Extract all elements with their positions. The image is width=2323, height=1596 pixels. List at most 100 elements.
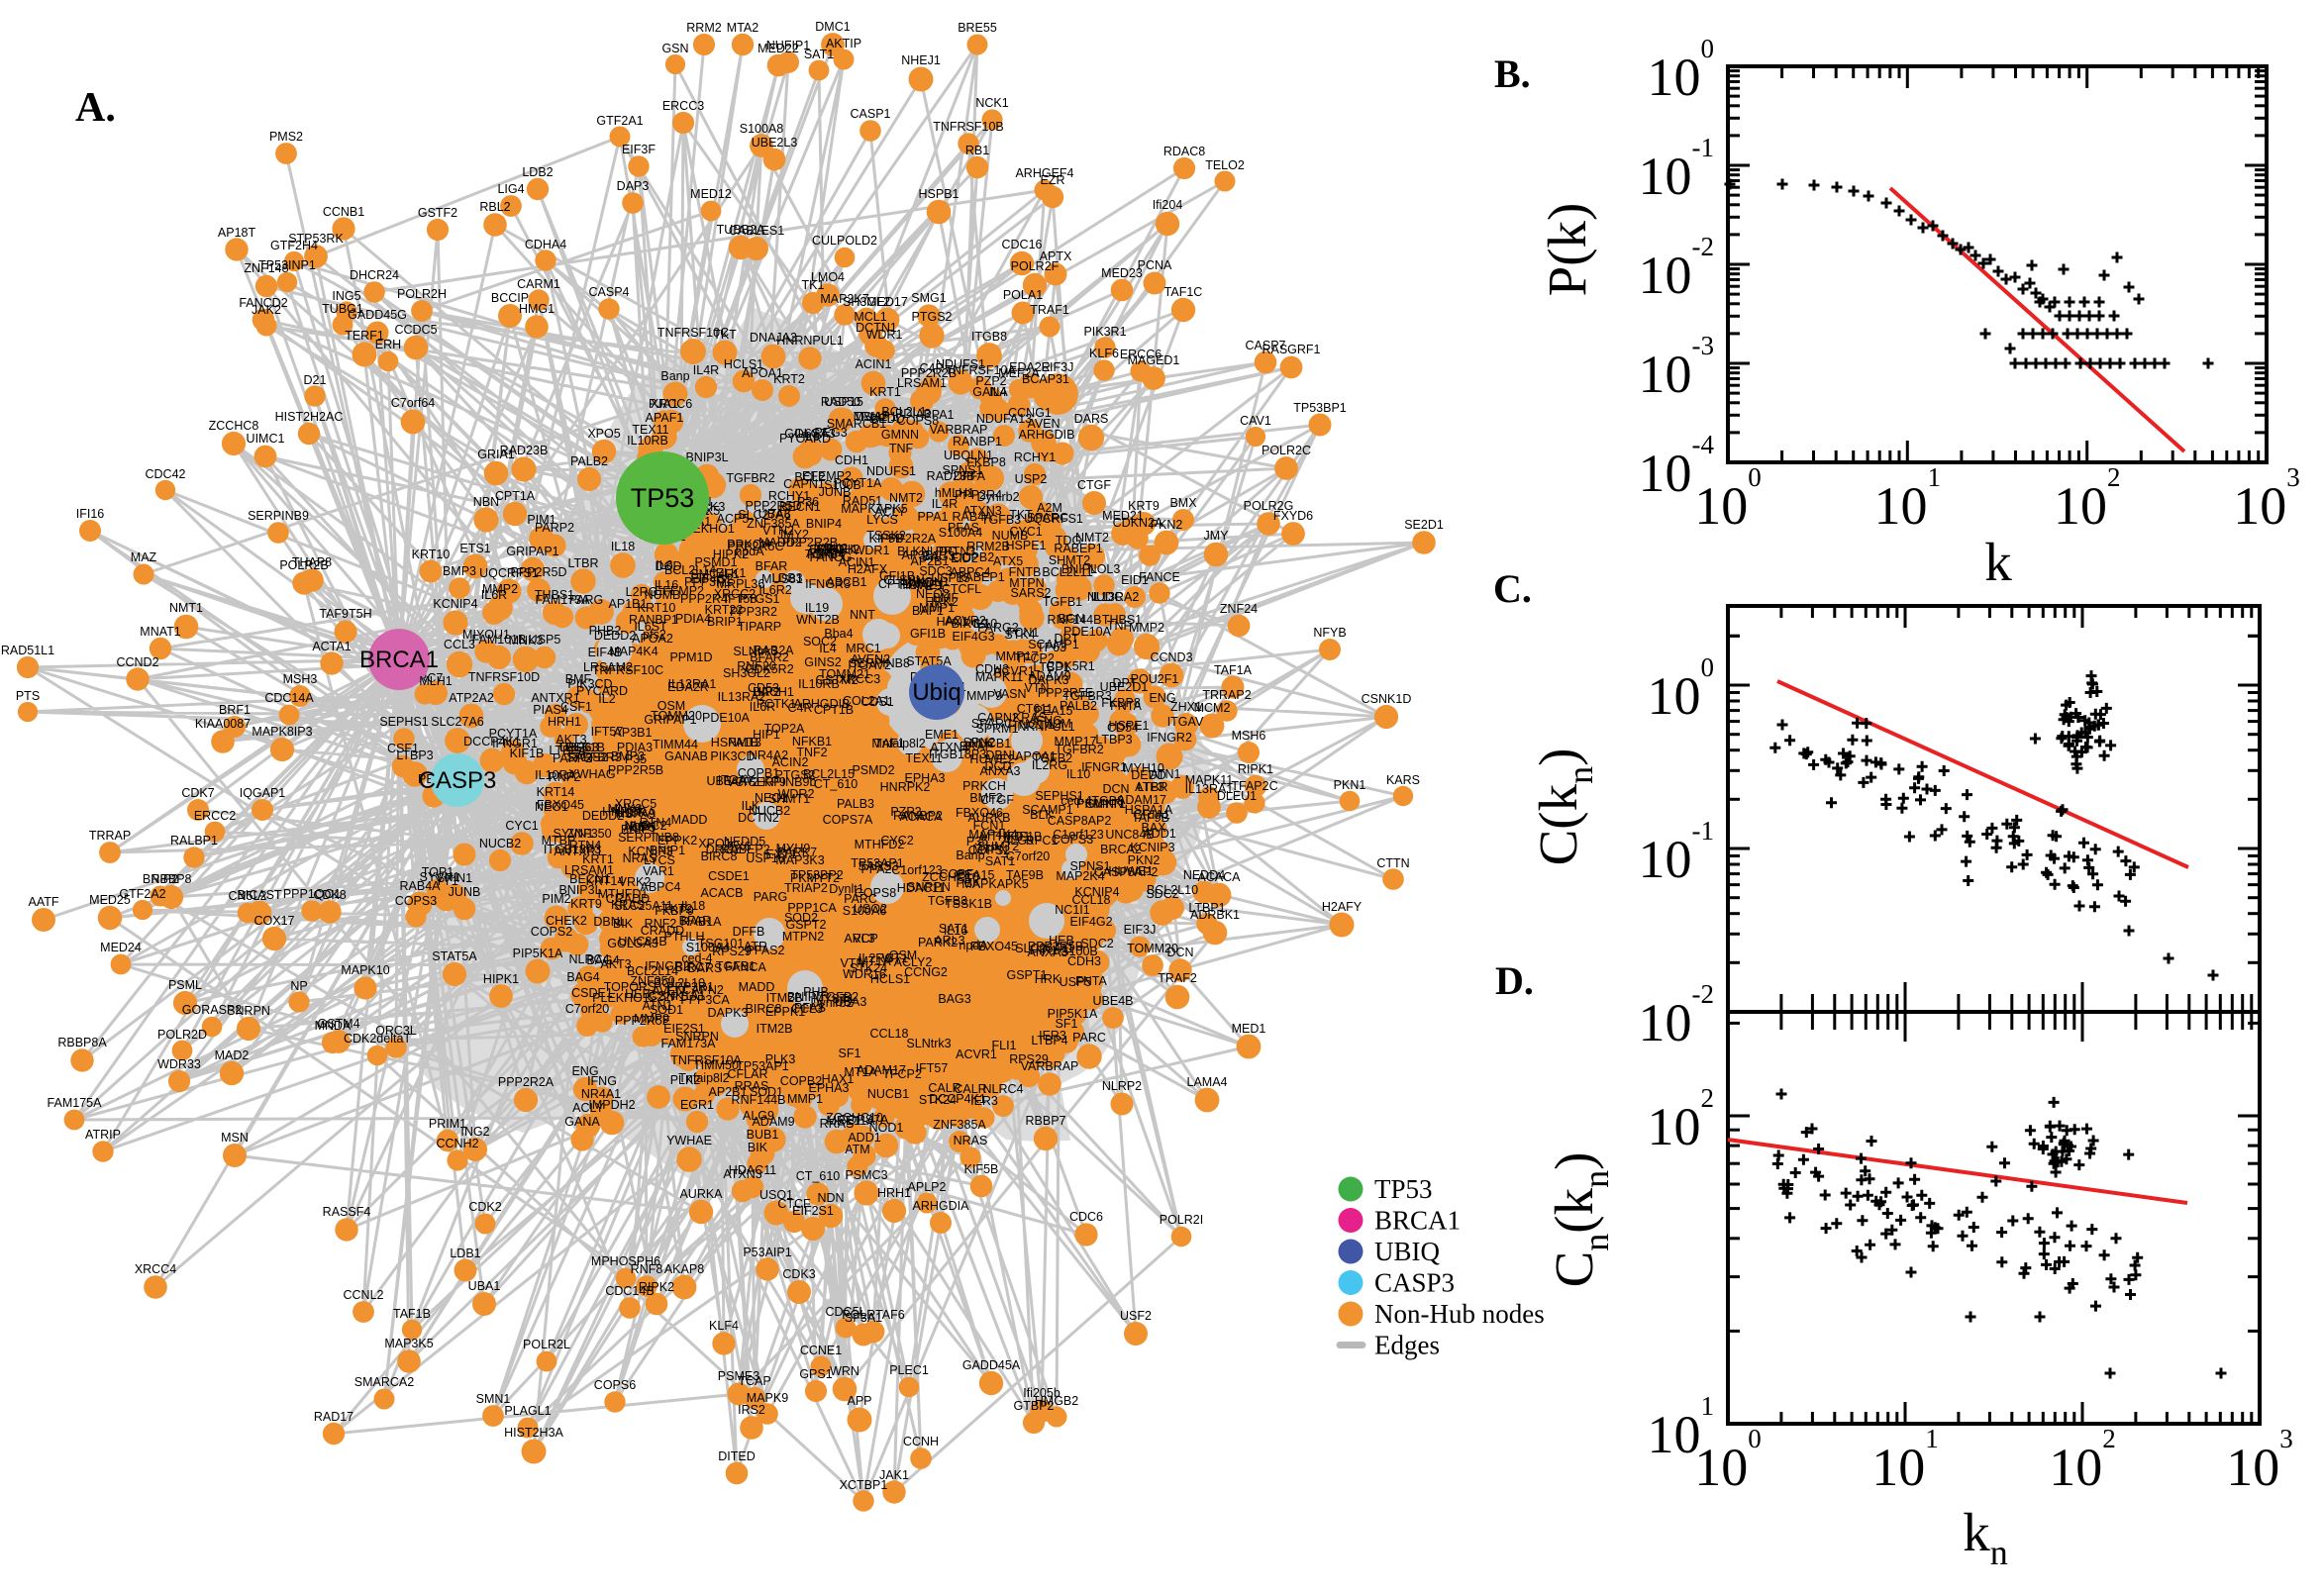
- svg-text:CCL3: CCL3: [444, 638, 475, 651]
- svg-text:POLR2C: POLR2C: [1262, 444, 1311, 457]
- svg-text:RANBP1: RANBP1: [629, 613, 678, 627]
- svg-text:DPT: DPT: [1055, 632, 1079, 646]
- svg-text:KCNIP3: KCNIP3: [1130, 841, 1174, 854]
- svg-text:TELO2: TELO2: [1205, 158, 1245, 172]
- svg-text:NFKB1: NFKB1: [792, 735, 832, 748]
- svg-text:CDHA4: CDHA4: [525, 238, 566, 251]
- svg-text:TRAF2: TRAF2: [1158, 971, 1197, 985]
- svg-text:BMF: BMF: [565, 672, 592, 686]
- svg-text:PPP2R5E: PPP2R5E: [1038, 686, 1093, 700]
- svg-text:ZNF350: ZNF350: [566, 827, 611, 841]
- svg-text:RRAS: RRAS: [735, 1079, 769, 1093]
- svg-text:CCNH: CCNH: [903, 1435, 939, 1448]
- svg-text:NOD1: NOD1: [869, 1121, 904, 1135]
- svg-text:SERPINB9: SERPINB9: [248, 509, 309, 523]
- svg-text:TKT: TKT: [713, 328, 737, 342]
- svg-text:PSMC3: PSMC3: [845, 1168, 887, 1182]
- svg-text:PKN1: PKN1: [1334, 778, 1366, 792]
- svg-text:ZNF385A: ZNF385A: [747, 517, 800, 531]
- svg-text:ACACA: ACACA: [1197, 870, 1241, 884]
- svg-text:MED17: MED17: [866, 295, 908, 309]
- svg-text:MAD2: MAD2: [215, 1048, 250, 1062]
- svg-text:ADAM9: ADAM9: [752, 1115, 794, 1129]
- svg-text:EID1: EID1: [1121, 573, 1149, 587]
- svg-text:TP53: TP53: [631, 483, 695, 513]
- svg-text:NMT2: NMT2: [1075, 531, 1109, 545]
- svg-text:IL6ST: IL6ST: [794, 427, 828, 441]
- svg-text:CT_610: CT_610: [796, 1169, 841, 1183]
- svg-text:LRSAM1: LRSAM1: [897, 376, 947, 390]
- svg-text:CPT1A: CPT1A: [878, 577, 919, 591]
- svg-text:ING5: ING5: [332, 289, 360, 303]
- svg-text:TGFB1: TGFB1: [1043, 595, 1082, 609]
- svg-text:TSSK1B: TSSK1B: [945, 897, 992, 911]
- svg-text:EDA2R: EDA2R: [667, 680, 709, 694]
- svg-text:PPP3R2: PPP3R2: [730, 605, 777, 619]
- svg-text:GSN: GSN: [661, 42, 688, 55]
- svg-text:MED24: MED24: [100, 941, 142, 954]
- svg-text:EPHA3: EPHA3: [809, 1081, 850, 1095]
- svg-text:Banp: Banp: [660, 369, 689, 383]
- svg-text:AP2B1: AP2B1: [911, 554, 950, 568]
- svg-text:PLAGL1: PLAGL1: [504, 1404, 551, 1418]
- svg-text:ATF3: ATF3: [1135, 780, 1164, 794]
- svg-text:PRKCH: PRKCH: [727, 538, 770, 551]
- svg-text:RBBP7: RBBP7: [1026, 1114, 1066, 1128]
- svg-text:MT1A: MT1A: [858, 954, 891, 968]
- svg-text:CCNH2: CCNH2: [436, 1137, 478, 1150]
- svg-text:ACTA1: ACTA1: [312, 640, 351, 653]
- svg-text:POLR2D: POLR2D: [157, 1028, 207, 1042]
- svg-text:CASP7: CASP7: [1246, 339, 1286, 352]
- svg-text:BRF1: BRF1: [219, 703, 251, 717]
- svg-text:CAPN2: CAPN2: [682, 983, 724, 997]
- svg-text:PPM1D: PPM1D: [669, 650, 712, 664]
- svg-text:LTBP3: LTBP3: [396, 748, 433, 762]
- svg-text:NDUFS1: NDUFS1: [936, 357, 985, 371]
- svg-text:HUWE1: HUWE1: [899, 578, 944, 592]
- svg-text:TNFRSF10D: TNFRSF10D: [468, 670, 540, 684]
- svg-text:HRH1: HRH1: [877, 1186, 911, 1200]
- svg-text:CSF1: CSF1: [560, 700, 592, 714]
- svg-text:PIK3CD: PIK3CD: [710, 749, 755, 763]
- svg-text:TGFB3: TGFB3: [981, 513, 1021, 527]
- svg-text:SNRPN: SNRPN: [675, 1030, 719, 1044]
- svg-text:WDR1: WDR1: [866, 328, 903, 342]
- svg-text:MNAT1: MNAT1: [140, 625, 180, 639]
- svg-text:NRAS: NRAS: [623, 851, 657, 865]
- svg-text:COPS8: COPS8: [897, 414, 939, 428]
- svg-text:LTBP4: LTBP4: [1031, 1034, 1067, 1047]
- svg-text:Ifi204: Ifi204: [1153, 198, 1183, 212]
- svg-text:LIG4: LIG4: [497, 182, 524, 196]
- svg-text:PIK3R1: PIK3R1: [1083, 325, 1126, 339]
- svg-text:PARK2: PARK2: [918, 936, 958, 949]
- svg-text:PRIM1: PRIM1: [429, 1117, 466, 1131]
- svg-text:TIPARP: TIPARP: [738, 620, 781, 634]
- svg-text:BUB1: BUB1: [747, 1128, 779, 1142]
- svg-text:CSDE1: CSDE1: [571, 986, 613, 1000]
- svg-text:TEX11: TEX11: [632, 423, 668, 437]
- svg-text:WNT2B: WNT2B: [796, 613, 840, 627]
- svg-text:SH3GL2: SH3GL2: [843, 295, 890, 309]
- svg-text:VRK2: VRK2: [619, 875, 652, 889]
- svg-text:LDB2: LDB2: [522, 165, 553, 179]
- svg-text:ZCCHC10: ZCCHC10: [922, 870, 979, 884]
- svg-text:GSTM4: GSTM4: [317, 1017, 359, 1031]
- svg-text:PFAS: PFAS: [794, 1001, 826, 1015]
- svg-text:ACIN1: ACIN1: [839, 555, 875, 569]
- svg-text:CHEK2: CHEK2: [546, 914, 587, 928]
- svg-text:TFCP2: TFCP2: [1015, 651, 1055, 665]
- svg-text:ENG: ENG: [1149, 691, 1175, 705]
- svg-text:PPP2R4: PPP2R4: [955, 488, 1002, 502]
- svg-text:THBS1: THBS1: [535, 588, 574, 602]
- svg-text:ITGB8: ITGB8: [971, 330, 1007, 344]
- svg-text:ANXA3: ANXA3: [1028, 946, 1068, 959]
- svg-text:COPS2: COPS2: [531, 925, 572, 939]
- svg-text:KIF1B: KIF1B: [510, 747, 545, 760]
- svg-text:IL18: IL18: [611, 540, 635, 553]
- svg-text:TNFRSF10A: TNFRSF10A: [670, 1053, 742, 1067]
- svg-text:MMP17: MMP17: [1054, 735, 1096, 748]
- svg-text:TGFB1: TGFB1: [716, 959, 756, 973]
- svg-text:KCNIP4: KCNIP4: [1074, 885, 1119, 899]
- svg-text:D21: D21: [304, 373, 327, 387]
- svg-text:THAP8: THAP8: [292, 555, 332, 569]
